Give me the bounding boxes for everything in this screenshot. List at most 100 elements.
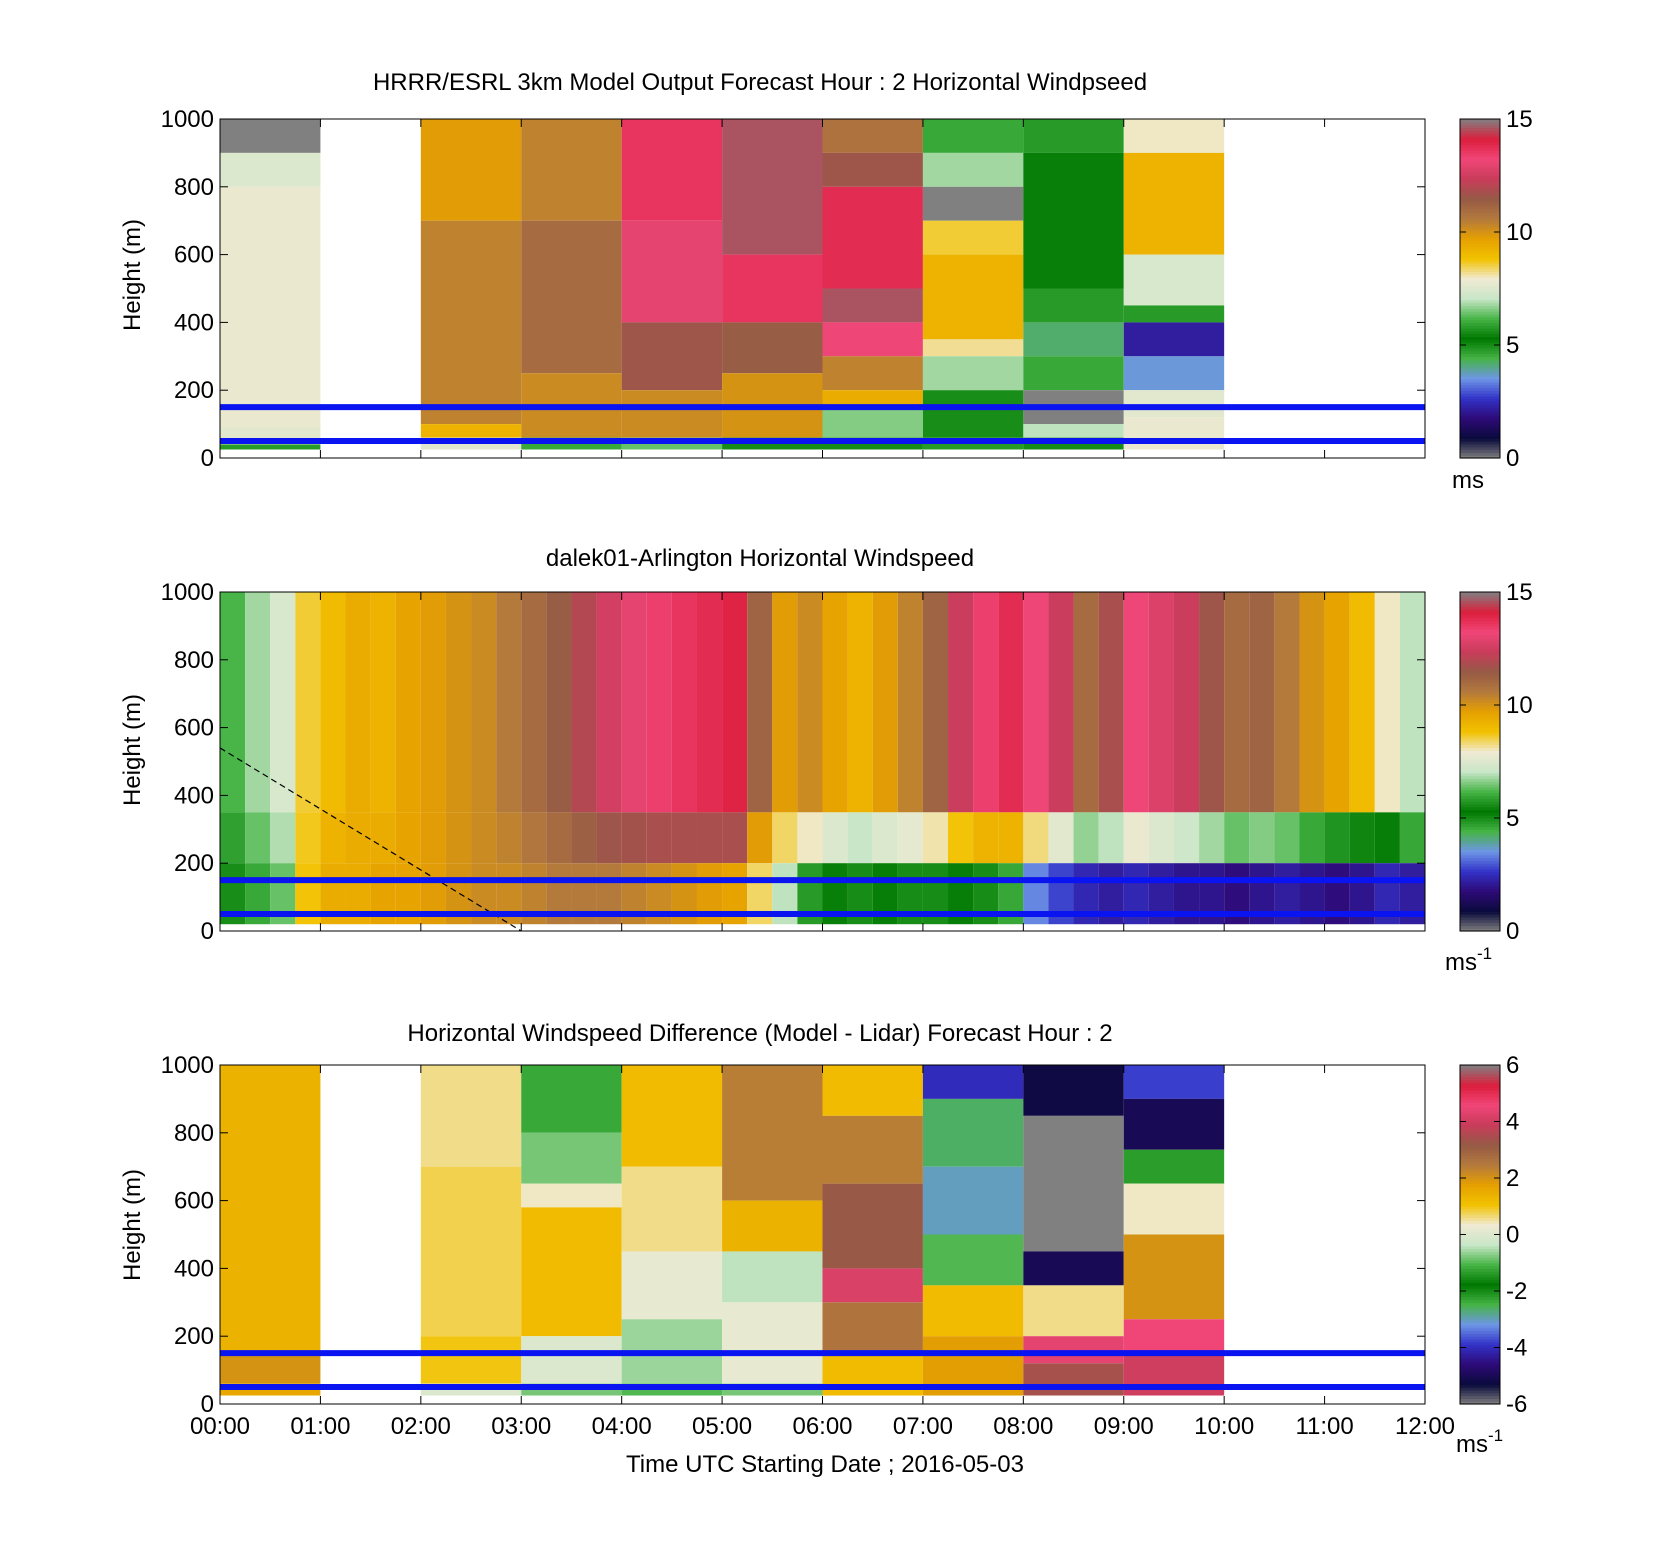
colorbar-segment (1460, 393, 1500, 397)
colorbar-segment (1460, 727, 1500, 732)
colorbar-segment (1460, 209, 1500, 213)
heatmap-cell (420, 119, 522, 221)
colorbar-segment (1460, 299, 1500, 304)
heatmap-cell (722, 1200, 823, 1252)
colorbar-segment (1460, 147, 1500, 151)
colorbar-segment (1460, 178, 1500, 182)
heatmap-cell (722, 1302, 823, 1384)
heatmap-cell (345, 812, 371, 864)
heatmap-cell (671, 592, 697, 813)
heatmap-cell (1349, 812, 1375, 864)
y-tick-label: 600 (174, 715, 214, 742)
colorbar-segment (1460, 857, 1500, 861)
colorbar-segment (1460, 124, 1500, 129)
colorbar-segment (1460, 183, 1500, 188)
heatmap-cell (1324, 592, 1350, 813)
colorbar-segment (1460, 429, 1500, 434)
heatmap-cell (1148, 812, 1174, 864)
colorbar-segment (1460, 1279, 1500, 1284)
colorbar-tick-label: 5 (1506, 805, 1519, 832)
colorbar-segment (1460, 248, 1500, 253)
colorbar-segment (1460, 333, 1500, 338)
colorbar-segment (1460, 1197, 1500, 1202)
colorbar-segment (1460, 243, 1500, 247)
colorbar-segment (1460, 781, 1500, 785)
heatmap-cell (1098, 592, 1124, 813)
heatmap-cell (420, 1336, 522, 1384)
colorbar-segment (1460, 1339, 1500, 1343)
heatmap-cell (948, 592, 974, 813)
colorbar-segment (1460, 880, 1500, 884)
colorbar-segment (1460, 1079, 1500, 1083)
colorbar-segment (1460, 1302, 1500, 1306)
y-tick-label: 800 (174, 647, 214, 674)
colorbar-segment (1460, 215, 1500, 219)
panel-model-ylabel: Height (m) (119, 219, 146, 331)
heatmap-cell (922, 812, 949, 864)
colorbar-segment (1460, 1336, 1500, 1340)
colorbar-segment (1460, 1347, 1500, 1351)
y-tick-label: 800 (174, 1120, 214, 1147)
colorbar-segment (1460, 1067, 1500, 1072)
colorbar-segment (1460, 1387, 1500, 1391)
colorbar-segment (1460, 1211, 1500, 1216)
heatmap-cell (1023, 424, 1124, 438)
colorbar-segment (1460, 843, 1500, 847)
colorbar-segment (1460, 229, 1500, 233)
colorbar-segment (1460, 1344, 1500, 1349)
colorbar-segment (1460, 854, 1500, 859)
heatmap-cell (1023, 1363, 1124, 1396)
heatmap-cell (370, 812, 396, 864)
colorbar-segment (1460, 254, 1500, 259)
heatmap-cell (1048, 592, 1074, 813)
colorbar-segment (1460, 671, 1500, 675)
colorbar-segment (1460, 350, 1500, 355)
x-tick-label: 08:00 (993, 1413, 1053, 1440)
heatmap-cell (1173, 812, 1200, 864)
heatmap-cell (220, 186, 321, 428)
heatmap-cell (1048, 812, 1074, 864)
heatmap-cell (270, 812, 296, 864)
colorbar-segment (1460, 135, 1500, 140)
heatmap-cell (822, 1183, 923, 1269)
colorbar-segment (1460, 1217, 1500, 1221)
colorbar-segment (1460, 592, 1500, 596)
heatmap-cell (1023, 592, 1049, 813)
heatmap-cell (1023, 119, 1124, 153)
heatmap-cell (571, 592, 597, 813)
colorbar-segment (1460, 1194, 1500, 1199)
colorbar-segment (1460, 282, 1500, 287)
colorbar-segment (1460, 1375, 1500, 1380)
colorbar-segment (1460, 313, 1500, 318)
colorbar-segment (1460, 192, 1500, 196)
heatmap-cell (722, 119, 823, 255)
heatmap-cell (922, 1234, 1024, 1286)
colorbar-segment (1460, 155, 1500, 160)
colorbar-segment (1460, 885, 1500, 890)
colorbar-segment (1460, 623, 1500, 627)
colorbar-segment (1460, 625, 1500, 630)
colorbar-segment (1460, 1203, 1500, 1207)
colorbar-segment (1460, 330, 1500, 335)
colorbar-segment (1460, 251, 1500, 256)
colorbar-segment (1460, 1276, 1500, 1281)
colorbar-segment (1460, 914, 1500, 918)
colorbar-segment (1460, 764, 1500, 768)
colorbar-segment (1460, 1076, 1500, 1080)
panel-difference-title: Horizontal Windspeed Difference (Model -… (407, 1020, 1112, 1047)
colorbar-segment (1460, 1355, 1500, 1360)
heatmap-cell (546, 812, 572, 864)
colorbar-segment (1460, 617, 1500, 621)
colorbar-segment (1460, 696, 1500, 700)
colorbar-segment (1460, 446, 1500, 451)
colorbar-segment (1460, 342, 1500, 346)
colorbar-segment (1460, 435, 1500, 439)
colorbar-segment (1460, 1316, 1500, 1320)
colorbar-segment (1460, 1166, 1500, 1171)
colorbar-segment (1460, 1087, 1500, 1092)
x-tick-label: 00:00 (190, 1413, 250, 1440)
colorbar-segment (1460, 640, 1500, 644)
colorbar-segment (1460, 665, 1500, 669)
colorbar-segment (1460, 1172, 1500, 1176)
heatmap-cell (496, 812, 522, 864)
